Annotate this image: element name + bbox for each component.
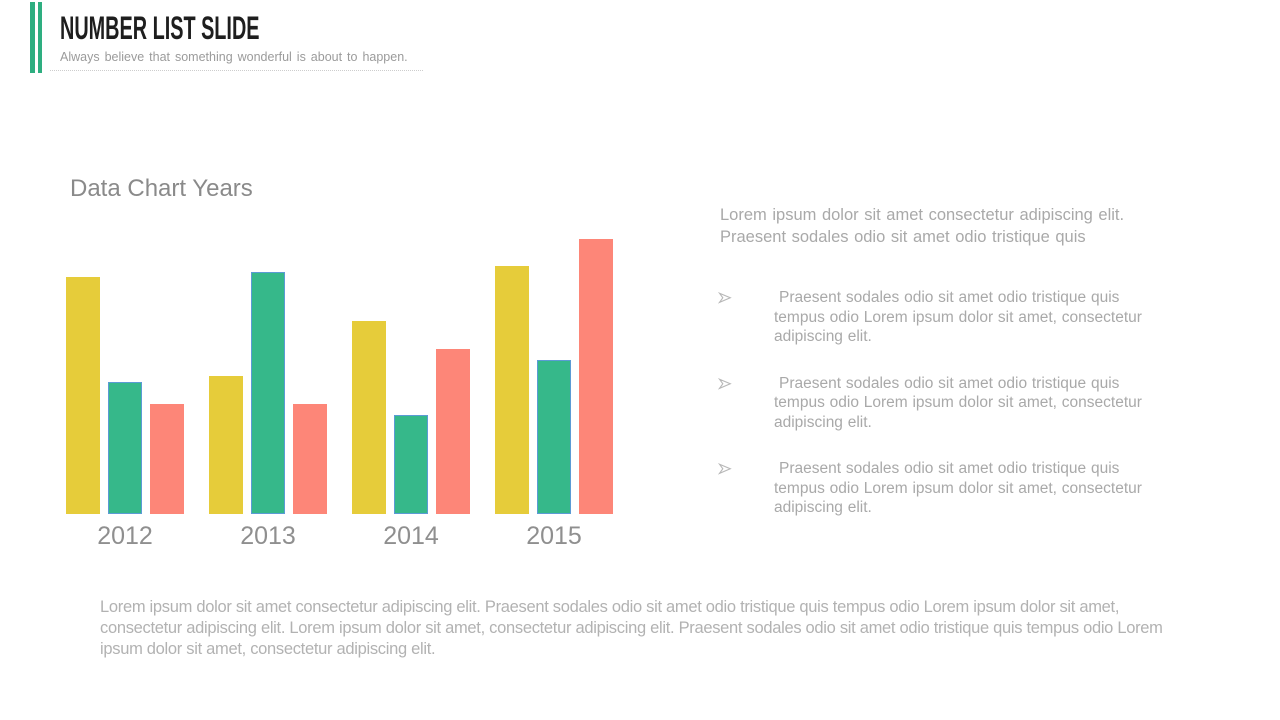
intro-paragraph: Lorem ipsum dolor sit amet consectetur a… xyxy=(720,206,1125,246)
header-divider xyxy=(50,70,423,71)
bullet-item-3: Praesent sodales odio sit amet odio tris… xyxy=(717,459,1162,518)
chart-category-label-2013: 2013 xyxy=(240,522,296,550)
chart-bar-2015-series-3 xyxy=(579,239,613,514)
slide-subtitle: Always believe that something wonderful … xyxy=(60,50,408,64)
bar-chart xyxy=(66,239,614,514)
chart-bar-2014-series-2 xyxy=(394,415,428,514)
chart-bar-2014-series-3 xyxy=(436,349,470,514)
arrow-bullet-icon xyxy=(717,288,774,347)
bullet-item-2: Praesent sodales odio sit amet odio tris… xyxy=(717,374,1162,433)
chart-bar-2013-series-2 xyxy=(251,272,285,514)
chart-bar-2015-series-1 xyxy=(495,266,529,514)
chart-bar-2012-series-3 xyxy=(150,404,184,514)
arrow-bullet-icon xyxy=(717,459,774,518)
header-accent-bar-left xyxy=(30,2,35,73)
chart-group-2012 xyxy=(66,239,184,514)
chart-bar-2012-series-1 xyxy=(66,277,100,514)
chart-group-2015 xyxy=(495,239,613,514)
chart-bar-2014-series-1 xyxy=(352,321,386,514)
chart-bar-2015-series-2 xyxy=(537,360,571,514)
header-accent-bar-right xyxy=(38,2,42,73)
right-text-column: Lorem ipsum dolor sit amet consectetur a… xyxy=(717,205,1162,518)
chart-category-label-2012: 2012 xyxy=(97,522,153,550)
chart-bar-2013-series-1 xyxy=(209,376,243,514)
chart-category-label-2015: 2015 xyxy=(526,522,582,550)
arrow-bullet-icon xyxy=(717,374,774,433)
chart-group-2013 xyxy=(209,239,327,514)
chart-category-label-2014: 2014 xyxy=(383,522,439,550)
bullet-item-1: Praesent sodales odio sit amet odio tris… xyxy=(717,288,1162,347)
chart-group-2014 xyxy=(352,239,470,514)
footer-paragraph: Lorem ipsum dolor sit amet consectetur a… xyxy=(100,598,1163,658)
chart-title: Data Chart Years xyxy=(70,175,253,202)
bullet-text: Praesent sodales odio sit amet odio tris… xyxy=(774,460,1142,516)
bullet-text: Praesent sodales odio sit amet odio tris… xyxy=(774,289,1142,345)
slide-title: NUMBER LIST SLIDE xyxy=(60,10,260,46)
bullet-text: Praesent sodales odio sit amet odio tris… xyxy=(774,374,1142,431)
chart-bar-2012-series-2 xyxy=(108,382,142,514)
chart-bar-2013-series-3 xyxy=(293,404,327,514)
bullet-list: Praesent sodales odio sit amet odio tris… xyxy=(717,288,1162,518)
